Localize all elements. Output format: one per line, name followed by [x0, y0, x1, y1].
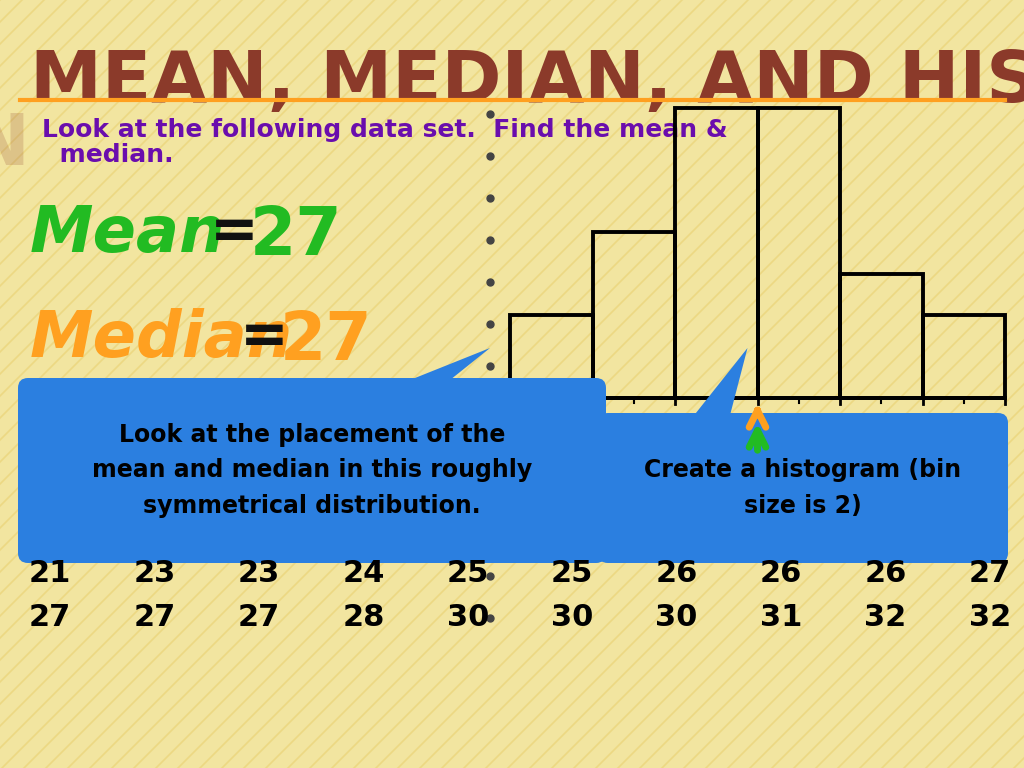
Bar — [510, 315, 593, 398]
Text: 23: 23 — [238, 558, 280, 588]
Bar — [758, 108, 840, 398]
Text: 25: 25 — [446, 558, 489, 588]
Text: 21: 21 — [29, 558, 72, 588]
Text: =: = — [210, 203, 259, 260]
Text: 28: 28 — [342, 604, 385, 633]
Text: 26: 26 — [864, 558, 906, 588]
Bar — [840, 273, 923, 398]
Polygon shape — [390, 348, 490, 388]
Bar — [923, 315, 1005, 398]
Text: 24: 24 — [342, 558, 385, 588]
Text: Look at the following data set.  Find the mean &: Look at the following data set. Find the… — [42, 118, 728, 142]
Polygon shape — [688, 348, 748, 423]
Text: 32: 32 — [969, 604, 1011, 633]
Text: 27: 27 — [280, 308, 373, 374]
Text: Median: Median — [30, 308, 293, 370]
Text: median.: median. — [42, 143, 173, 167]
Text: MEAN, MEDIAN, AND HISTOGRAM: MEAN, MEDIAN, AND HISTOGRAM — [30, 48, 1024, 117]
Text: 27: 27 — [969, 558, 1011, 588]
Text: Look at the placement of the
mean and median in this roughly
symmetrical distrib: Look at the placement of the mean and me… — [92, 423, 532, 518]
Text: 25: 25 — [551, 558, 594, 588]
Text: 30: 30 — [446, 604, 489, 633]
FancyBboxPatch shape — [598, 413, 1008, 563]
Text: 27: 27 — [133, 604, 175, 633]
Text: MEAN, MEDIAN, AND HISTOGRAM: MEAN, MEDIAN, AND HISTOGRAM — [0, 96, 30, 165]
Text: 27: 27 — [29, 604, 71, 633]
Text: 26: 26 — [760, 558, 802, 588]
Text: =: = — [240, 308, 289, 365]
Text: 30: 30 — [655, 604, 697, 633]
Bar — [675, 108, 758, 398]
Bar — [593, 232, 675, 398]
Text: 32: 32 — [864, 604, 906, 633]
Text: 26: 26 — [655, 558, 697, 588]
Text: 27: 27 — [238, 604, 280, 633]
Text: 27: 27 — [250, 203, 343, 269]
FancyBboxPatch shape — [18, 378, 606, 563]
Text: Mean: Mean — [30, 203, 225, 265]
Text: 30: 30 — [551, 604, 594, 633]
Text: 23: 23 — [133, 558, 175, 588]
Text: 31: 31 — [760, 604, 802, 633]
Text: Create a histogram (bin
size is 2): Create a histogram (bin size is 2) — [644, 458, 962, 518]
